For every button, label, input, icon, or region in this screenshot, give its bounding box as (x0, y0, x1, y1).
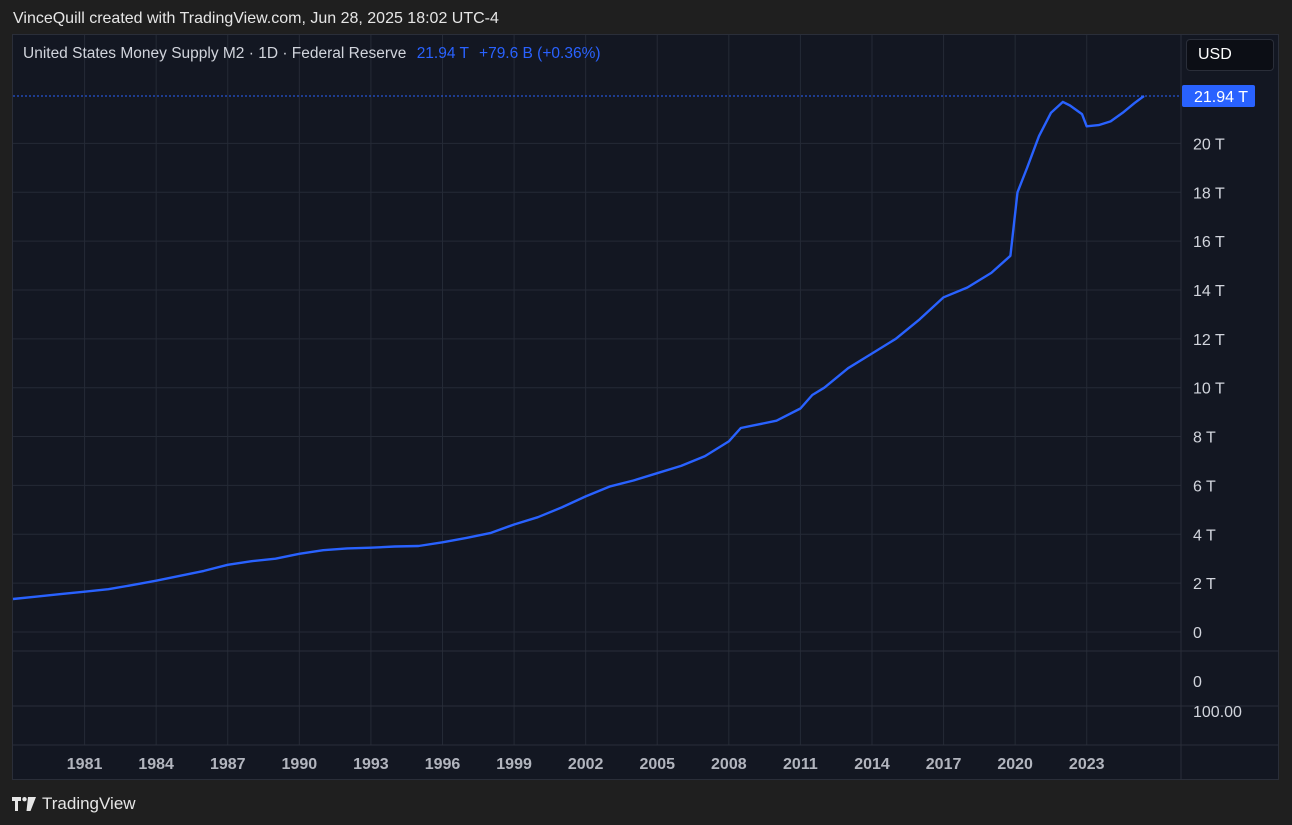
x-tick-label: 2017 (926, 756, 962, 773)
chart-legend: United States Money Supply M2 · 1D · Fed… (23, 45, 601, 63)
lower-pane-label: 100.00 (1193, 704, 1242, 721)
last-value-badge (1182, 85, 1255, 107)
x-tick-label: 1984 (138, 756, 174, 773)
chart-credit: VinceQuill created with TradingView.com,… (13, 10, 499, 27)
x-tick-label: 2002 (568, 756, 604, 773)
x-tick-label: 2011 (783, 756, 818, 773)
y-tick-label: 16 T (1193, 234, 1225, 251)
legend-symbol: United States Money Supply M2 · 1D · Fed… (23, 45, 407, 62)
y-tick-label: 18 T (1193, 185, 1225, 202)
x-tick-label: 1999 (496, 756, 532, 773)
x-tick-label: 2008 (711, 756, 747, 773)
x-tick-label: 1993 (353, 756, 389, 773)
x-tick-label: 1996 (425, 756, 461, 773)
x-tick-label: 2005 (639, 756, 675, 773)
y-tick-label: 10 T (1193, 381, 1225, 398)
x-tick-label: 2014 (854, 756, 890, 773)
grid (13, 35, 1181, 745)
y-tick-label: 2 T (1193, 576, 1216, 593)
tradingview-logo[interactable]: TradingView (12, 794, 136, 814)
tradingview-logo-icon (12, 797, 36, 811)
last-value-label: 21.94 T (1182, 85, 1255, 107)
y-tick-label: 0 (1193, 625, 1202, 642)
x-axis: 1981 1984 1987 1990 1993 1996 1999 2002 2005 2008… (67, 756, 1105, 773)
y-tick-label: 6 T (1193, 478, 1216, 495)
legend-value: 21.94 T (416, 45, 469, 62)
x-tick-label: 1981 (67, 756, 103, 773)
x-tick-label: 1990 (282, 756, 318, 773)
y-tick-label: 14 T (1193, 283, 1225, 300)
y-axis: 20 T 18 T 16 T 14 T 12 T 10 T 8 T 6 T 4 T 2 T 0 (1193, 136, 1225, 642)
series-line-m2 (12, 95, 1145, 601)
x-tick-label: 2020 (997, 756, 1033, 773)
chart-panel[interactable] (12, 34, 1279, 780)
y-tick-label: 8 T (1193, 430, 1216, 447)
x-tick-label: 1987 (210, 756, 246, 773)
legend-change: +79.6 B (+0.36%) (479, 45, 601, 62)
y-tick-label: 20 T (1193, 136, 1225, 153)
y-tick-label: 4 T (1193, 527, 1216, 544)
currency-button[interactable]: USD (1186, 39, 1274, 71)
lower-pane: 0 100.00 (1193, 674, 1242, 721)
y-tick-label: 12 T (1193, 332, 1225, 349)
pane-separators (13, 35, 1279, 779)
lower-pane-label: 0 (1193, 674, 1202, 691)
x-tick-label: 2023 (1069, 756, 1105, 773)
last-value-text: 21.94 T (1194, 89, 1248, 106)
tradingview-brand: TradingView (42, 794, 136, 813)
